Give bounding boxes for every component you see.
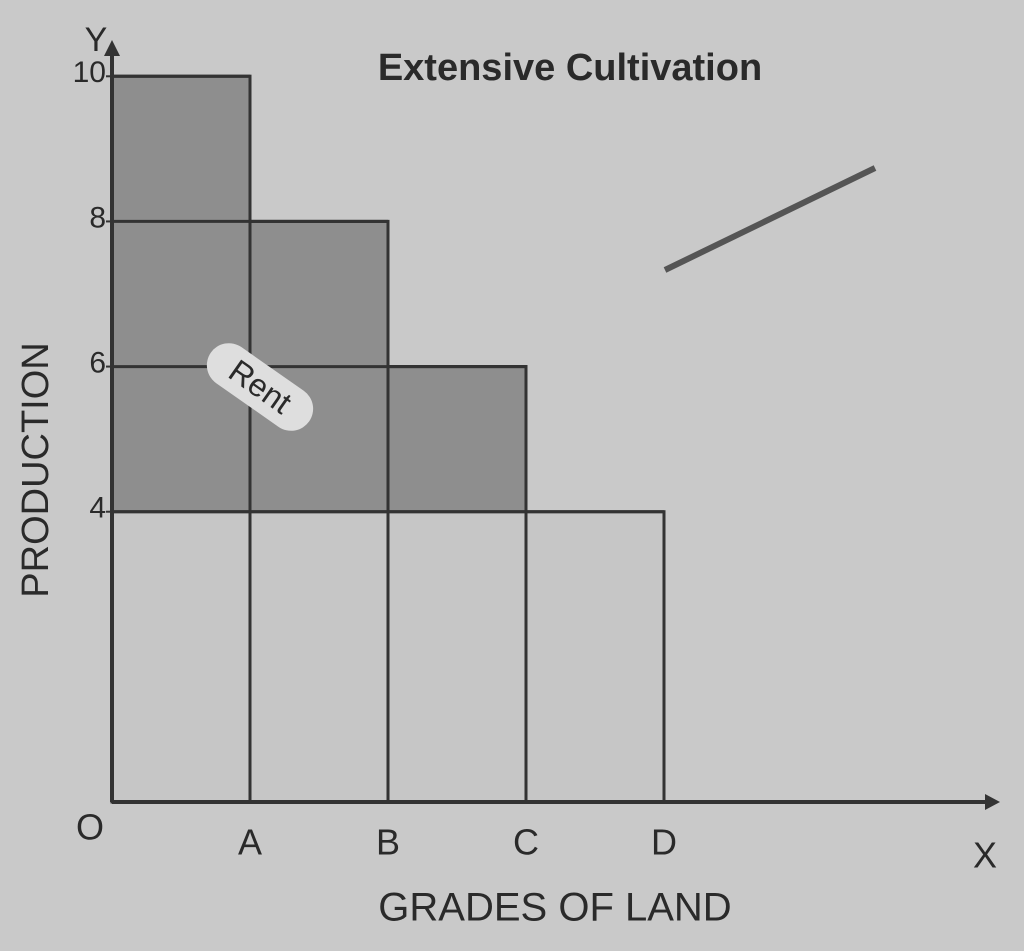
chart-title: Extensive Cultivation: [378, 47, 762, 89]
y-axis-letter: Y: [85, 21, 108, 59]
x-boundary-label: A: [238, 822, 262, 863]
y-tick-label: 4: [89, 492, 106, 525]
y-tick-label: 8: [89, 201, 106, 234]
rent-area: [386, 365, 528, 514]
x-boundary-label: D: [651, 822, 677, 863]
y-arrow: [104, 40, 120, 56]
x-axis-label: GRADES OF LAND: [378, 886, 731, 930]
bar: [524, 510, 666, 804]
x-boundary-label: B: [376, 822, 400, 863]
rent-label-bg: [206, 343, 314, 431]
origin-label: O: [76, 807, 104, 848]
rent-area: [110, 74, 252, 514]
x-axis-letter: X: [973, 835, 997, 876]
y-axis-label: PRODUCTION: [15, 342, 57, 597]
x-boundary-label: C: [513, 822, 539, 863]
x-arrow: [985, 794, 1000, 810]
y-tick-label: 10: [73, 56, 106, 89]
y-tick-label: 6: [89, 346, 106, 379]
pen-mark: [663, 165, 877, 273]
